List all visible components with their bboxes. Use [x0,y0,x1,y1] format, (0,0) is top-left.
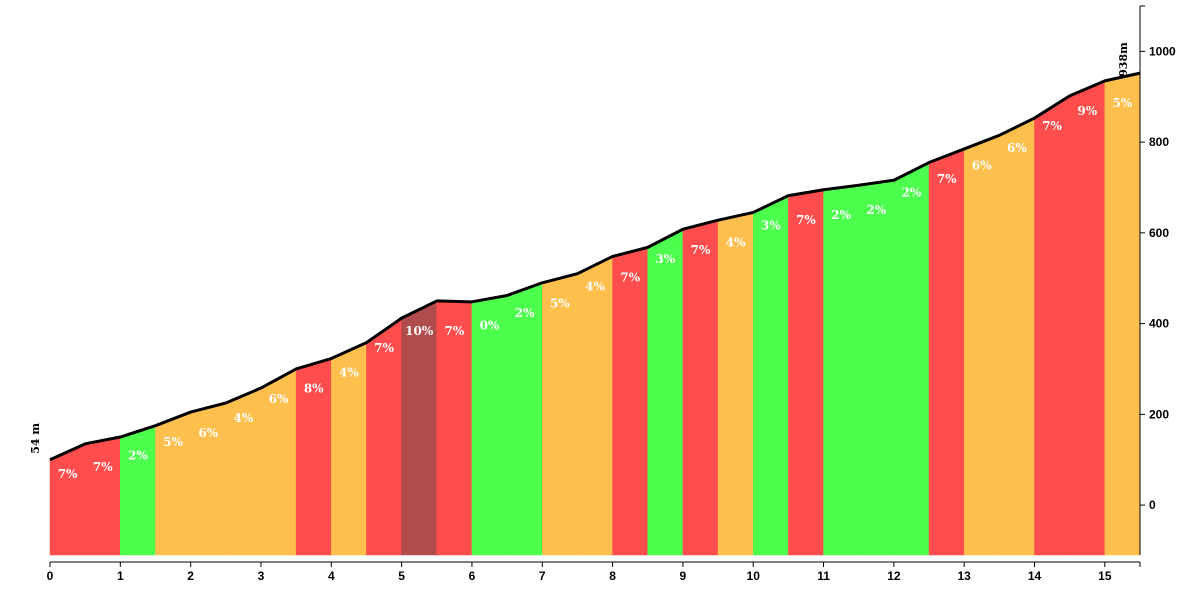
y-axis: 0 200 400 600 800 1000 [1139,5,1176,555]
y-tick-label-0: 0 [1149,498,1156,512]
grade-label-24: 2% [902,186,922,200]
grade-label-27: 6% [1007,141,1027,155]
grade-label-28: 7% [1042,119,1062,133]
grade-label-16: 7% [620,270,640,284]
x-tick-label-9: 9 [680,569,687,583]
grade-label-14: 5% [550,297,570,311]
x-tick-label-12: 12 [887,569,901,583]
x-tick-label-6: 6 [469,569,476,583]
segment-fill-11 [436,300,473,556]
grade-label-22: 2% [831,208,851,222]
grade-label-3: 5% [163,435,183,449]
segment-fill-10 [401,300,438,556]
grade-label-20: 3% [761,219,781,233]
grade-label-0: 7% [58,467,78,481]
grade-label-2: 2% [128,449,148,463]
segment-fill-20 [752,195,789,556]
segment-fill-0 [49,443,86,556]
x-tick-label-11: 11 [817,569,830,583]
grade-label-17: 3% [655,252,675,266]
segment-fill-1 [84,436,121,556]
grade-label-1: 7% [93,460,113,474]
start-elevation-label: 54 m [29,423,42,454]
segment-fill-22 [823,184,859,556]
segment-fill-28 [1034,95,1070,556]
x-tick-label-15: 15 [1098,569,1112,583]
segment-fills [49,72,1141,556]
grade-label-23: 2% [866,203,886,217]
segment-fill-15 [577,256,613,556]
grade-label-10: 10% [405,324,434,338]
segment-fill-2 [120,425,156,556]
segment-fill-16 [612,247,648,556]
segment-fill-23 [858,179,895,556]
grade-label-9: 7% [374,341,394,355]
grade-label-29: 9% [1077,104,1097,118]
y-tick-label-5: 1000 [1149,44,1176,58]
segment-fill-26 [963,134,1000,556]
x-tick-label-3: 3 [258,569,265,583]
segment-fill-14 [542,273,578,556]
x-tick-label-4: 4 [328,569,335,583]
segment-fill-13 [506,282,543,556]
grade-label-18: 7% [691,243,711,257]
x-tick-label-14: 14 [1028,569,1042,583]
y-tick-label-1: 200 [1149,407,1169,421]
grade-label-12: 0% [480,318,500,332]
segment-fill-18 [682,219,719,556]
x-tick-label-10: 10 [747,569,761,583]
grade-label-21: 7% [796,213,816,227]
x-tick-label-8: 8 [609,569,616,583]
profile-line-group [49,71,1141,462]
x-tick-label-1: 1 [117,569,124,583]
grade-label-4: 6% [198,426,218,440]
grade-label-19: 4% [726,235,746,249]
segment-fill-29 [1069,80,1106,556]
segment-fill-30 [1104,72,1141,556]
x-tick-label-7: 7 [539,569,546,583]
grade-labels: 7% 7% 2% 5% 6% 4% 6% 8% 4% 7% 10% 7% 0% 2% 5% 4% 7% 3% 7% 4… [58,96,1133,481]
x-axis: 0 1 2 3 4 5 6 7 8 9 10 11 12 13 14 15 [47,561,1141,583]
grade-label-11: 7% [444,324,464,338]
grade-label-5: 4% [234,411,254,425]
segment-fill-27 [999,117,1035,556]
y-tick-label-4: 800 [1149,135,1169,149]
segment-fill-12 [471,295,508,556]
grade-label-26: 6% [972,158,992,172]
y-tick-label-2: 400 [1149,317,1169,331]
grade-label-15: 4% [585,279,605,293]
segment-fill-17 [647,228,684,556]
segment-fill-24 [893,162,930,556]
grade-label-6: 6% [269,392,289,406]
grade-label-13: 2% [515,306,535,320]
grade-label-7: 8% [304,382,324,396]
x-tick-label-13: 13 [958,569,972,583]
segment-fill-19 [717,212,754,556]
grade-label-30: 5% [1113,96,1133,110]
grade-label-8: 4% [339,366,359,380]
x-tick-label-0: 0 [47,569,54,583]
x-tick-label-5: 5 [398,569,405,583]
grade-label-25: 7% [937,172,957,186]
end-elevation-label: 938m [1117,42,1130,77]
y-tick-label-3: 600 [1149,226,1169,240]
segment-fill-25 [928,148,965,556]
x-tick-label-2: 2 [187,569,194,583]
segment-fill-3 [155,411,191,556]
segment-fill-21 [788,189,824,556]
profile-line [49,71,1141,462]
